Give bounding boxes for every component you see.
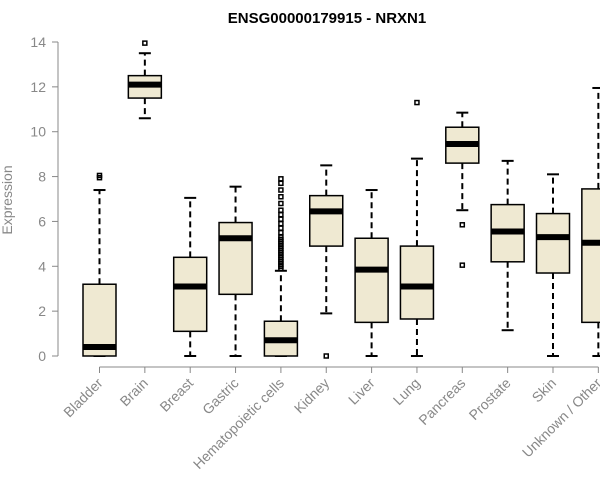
x-tick-label: Kidney bbox=[291, 375, 333, 417]
x-tick-label: Brain bbox=[117, 375, 151, 409]
y-tick-label: 10 bbox=[30, 124, 46, 140]
y-tick-label: 14 bbox=[30, 34, 46, 50]
box bbox=[172, 256, 208, 333]
x-tick-label: Hematopoietic cells bbox=[190, 375, 287, 472]
x-tick-label: Bladder bbox=[60, 375, 106, 421]
box-group bbox=[399, 99, 435, 357]
outlier-point bbox=[278, 187, 284, 193]
boxes bbox=[82, 40, 600, 359]
outlier-point bbox=[278, 229, 284, 236]
outlier-point bbox=[142, 40, 148, 46]
x-tick-label: Breast bbox=[156, 375, 196, 415]
chart-title: ENSG00000179915 - NRXN1 bbox=[228, 10, 426, 27]
box bbox=[218, 221, 253, 296]
x-tick-label: Unknown / Other bbox=[519, 375, 600, 461]
outlier-point bbox=[278, 216, 284, 222]
box-group bbox=[490, 159, 525, 332]
x-tick-label: Prostate bbox=[466, 375, 514, 423]
box-group bbox=[309, 164, 344, 359]
box-group bbox=[172, 196, 208, 357]
box bbox=[535, 212, 571, 274]
outlier-point bbox=[278, 194, 284, 200]
box-group bbox=[127, 40, 163, 120]
outlier-point bbox=[278, 207, 284, 213]
x-tick-label: Liver bbox=[345, 375, 378, 408]
box-group bbox=[535, 173, 571, 357]
box bbox=[354, 237, 389, 324]
box-group bbox=[218, 185, 253, 357]
outlier-point bbox=[278, 200, 284, 207]
box bbox=[581, 188, 600, 324]
y-tick-label: 2 bbox=[38, 303, 46, 319]
box bbox=[399, 245, 435, 320]
y-tick-label: 8 bbox=[38, 169, 46, 185]
y-tick-label: 0 bbox=[38, 348, 46, 364]
outlier-point bbox=[459, 262, 466, 268]
box bbox=[309, 194, 344, 247]
outlier-point bbox=[278, 225, 284, 231]
outlier-point bbox=[278, 180, 284, 187]
y-tick-label: 4 bbox=[38, 258, 46, 274]
box-group bbox=[445, 111, 480, 268]
y-axis: 0 2 4 6 8 10 12 14 bbox=[30, 34, 59, 364]
y-tick-label: 6 bbox=[38, 213, 46, 229]
outlier-point bbox=[278, 176, 284, 182]
outlier-point bbox=[459, 222, 466, 228]
outlier-point bbox=[278, 220, 284, 227]
x-tick-label: Skin bbox=[529, 375, 560, 406]
box-group bbox=[354, 189, 389, 357]
outlier-point bbox=[278, 211, 284, 218]
outlier-point bbox=[323, 353, 329, 359]
y-tick-label: 12 bbox=[30, 79, 46, 95]
box-group bbox=[263, 176, 299, 357]
box-group bbox=[82, 172, 117, 357]
x-tick-label: Lung bbox=[390, 375, 423, 408]
box-group bbox=[581, 86, 600, 357]
x-tick-label: Pancreas bbox=[415, 375, 468, 428]
x-tick-label: Gastric bbox=[199, 375, 242, 418]
outlier-point bbox=[414, 99, 420, 106]
outlier-point bbox=[96, 172, 103, 179]
y-axis-label: Expression bbox=[0, 165, 15, 234]
